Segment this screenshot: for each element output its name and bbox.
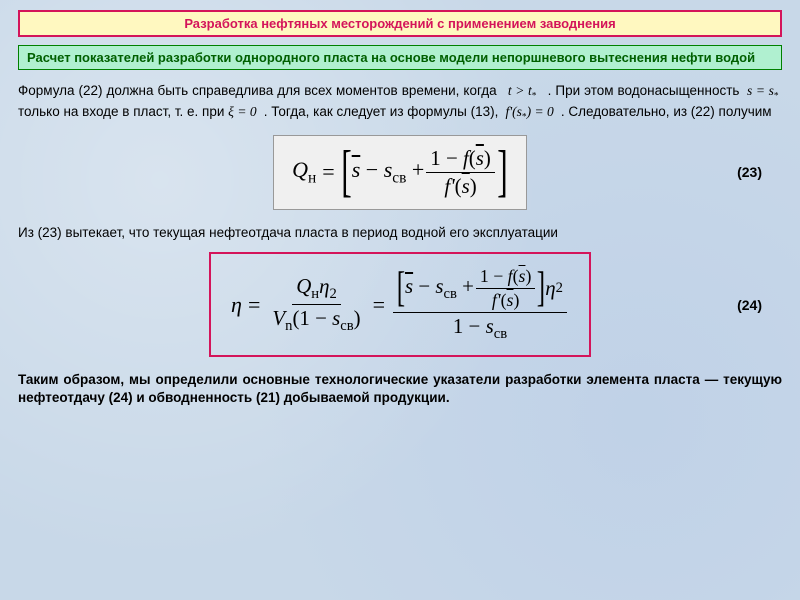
equation-23-number: (23): [737, 164, 762, 180]
subtitle-text: Расчет показателей разработки однородног…: [27, 50, 755, 65]
para1-b: . При этом водонасыщенность: [548, 83, 744, 98]
paragraph-1: Формула (22) должна быть справедлива для…: [18, 82, 782, 125]
inline-math-t: t > t*: [501, 83, 544, 98]
inline-math-s: s = s*: [743, 83, 782, 98]
title-box: Разработка нефтяных месторождений с прим…: [18, 10, 782, 37]
para1-a: Формула (22) должна быть справедлива для…: [18, 83, 501, 98]
paragraph-2: Из (23) вытекает, что текущая нефтеотдач…: [18, 224, 782, 242]
equation-23: Qн = [ s − sсв + 1 − f(s) f'(s) ]: [273, 135, 527, 210]
conclusion-text: Таким образом, мы определили основные те…: [18, 372, 782, 405]
equation-23-row: Qн = [ s − sсв + 1 − f(s) f'(s) ] (23): [18, 135, 782, 210]
inline-math-fprime: f'(s*) = 0: [502, 104, 557, 119]
para1-c: только на входе в пласт, т. е. при: [18, 104, 228, 119]
equation-24-number: (24): [737, 297, 762, 313]
inline-math-xi: ξ = 0: [228, 104, 260, 119]
equation-24-row: η = Qнη2 Vn(1 − sсв) = [ s − sсв + 1 − f…: [18, 252, 782, 357]
conclusion-paragraph: Таким образом, мы определили основные те…: [18, 371, 782, 407]
para1-e: . Следовательно, из (22) получим: [561, 104, 772, 119]
subtitle-box: Расчет показателей разработки однородног…: [18, 45, 782, 70]
title-text: Разработка нефтяных месторождений с прим…: [184, 16, 615, 31]
equation-24: η = Qнη2 Vn(1 − sсв) = [ s − sсв + 1 − f…: [209, 252, 591, 357]
para2-text: Из (23) вытекает, что текущая нефтеотдач…: [18, 225, 558, 240]
para1-d: . Тогда, как следует из формулы (13),: [264, 104, 502, 119]
